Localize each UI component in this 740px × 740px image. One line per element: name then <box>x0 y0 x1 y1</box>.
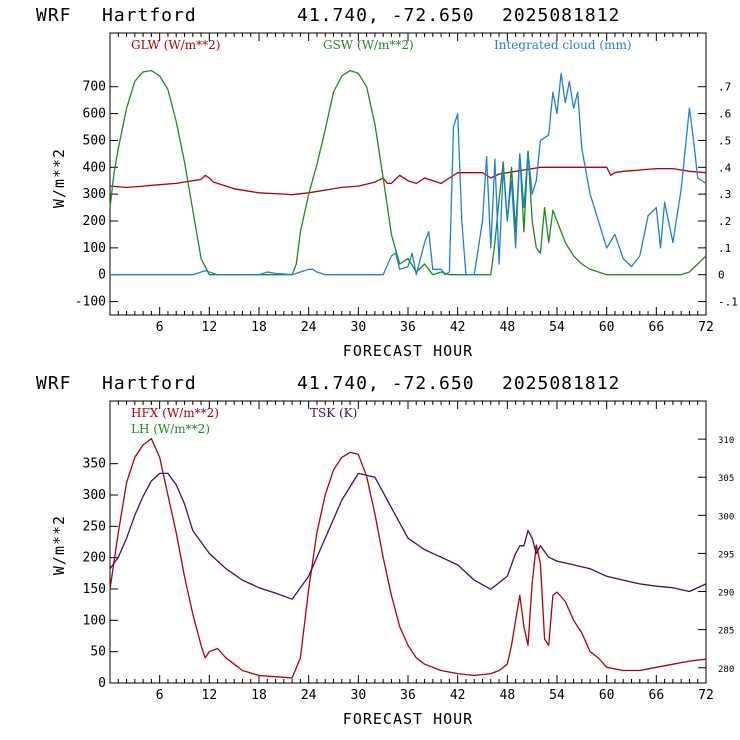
x-tick-label: 42 <box>450 320 466 335</box>
x-tick-label: 54 <box>549 688 565 703</box>
series-line-glw <box>109 166 707 196</box>
y-tick-label: 400 <box>83 160 106 175</box>
panel1-ylabel: W/m**2 <box>50 148 68 208</box>
panel2-model-label: WRF <box>36 373 72 394</box>
panel-radiation: WRF Hartford 41.740, -72.650 2025081812 … <box>36 5 738 360</box>
panel-fluxes: WRF Hartford 41.740, -72.650 2025081812 … <box>36 373 734 728</box>
x-tick-label: 12 <box>202 688 218 703</box>
y-tick-label: 300 <box>83 187 106 202</box>
panel2-ylabel: W/m**2 <box>50 515 68 575</box>
y-tick-label: 150 <box>83 582 106 597</box>
y2-tick-label: 280 <box>718 665 734 675</box>
y2-tick-label: -.1 <box>718 296 738 309</box>
y2-tick-label: .2 <box>718 215 731 228</box>
y2-tick-label: .6 <box>718 108 731 121</box>
x-tick-label: 24 <box>301 320 317 335</box>
panel1-run-label: 2025081812 <box>502 5 620 26</box>
y2-tick-label: 300 <box>718 512 734 522</box>
y2-tick-label: .1 <box>718 242 731 255</box>
y-tick-label: 100 <box>83 613 106 628</box>
series-line-gsw <box>109 69 707 276</box>
panel2-xlabel: FORECAST HOUR <box>343 710 473 728</box>
y-tick-label: 600 <box>83 107 106 122</box>
x-tick-label: 72 <box>698 688 714 703</box>
x-tick-label: 36 <box>400 688 416 703</box>
y-tick-label: 250 <box>83 519 106 534</box>
legend-tsk: TSK (K) <box>310 406 357 420</box>
x-tick-label: 30 <box>351 320 367 335</box>
x-tick-label: 6 <box>156 688 164 703</box>
y-tick-label: 700 <box>83 80 106 95</box>
legend-integrated-cloud: Integrated cloud (mm) <box>494 38 632 52</box>
y-tick-label: 350 <box>83 457 106 472</box>
y2-tick-label: .3 <box>718 188 731 201</box>
y-tick-label: 0 <box>98 268 106 283</box>
series-line-tsk <box>109 472 707 600</box>
x-tick-label: 18 <box>251 688 267 703</box>
x-tick-label: 6 <box>156 320 164 335</box>
x-tick-label: 36 <box>400 320 416 335</box>
legend-lh: LH (W/m**2) <box>131 422 210 436</box>
legend-glw: GLW (W/m**2) <box>131 38 220 52</box>
panel1-model-label: WRF <box>36 5 72 26</box>
panel1-axes: 6 12 18 24 30 36 42 48 54 60 66 72 -100 0 100 200 300 400… <box>75 33 738 335</box>
y-tick-label: 200 <box>83 214 106 229</box>
y2-tick-label: .7 <box>718 81 731 94</box>
x-tick-label: 72 <box>698 320 714 335</box>
y2-tick-label: .4 <box>718 161 732 174</box>
y-tick-label: 50 <box>90 645 106 660</box>
y-tick-label: 0 <box>98 676 106 691</box>
y2-tick-label: 0 <box>718 269 725 282</box>
panel2-series <box>109 437 707 679</box>
x-tick-label: 42 <box>450 688 466 703</box>
panel1-series <box>109 69 707 276</box>
y-tick-label: 200 <box>83 551 106 566</box>
panel2-axes: 6 12 18 24 30 36 42 48 54 60 66 72 0 50 100 150 200 250 30… <box>83 401 734 703</box>
x-tick-label: 18 <box>251 320 267 335</box>
series-line-integrated <box>110 72 707 276</box>
x-tick-label: 54 <box>549 320 565 335</box>
legend-gsw: GSW (W/m**2) <box>323 38 414 52</box>
x-tick-label: 60 <box>599 688 615 703</box>
y2-tick-label: 310 <box>718 436 734 446</box>
panel1-station-label: Hartford <box>102 5 197 26</box>
y-tick-label: 500 <box>83 133 106 148</box>
y2-tick-label: 290 <box>718 589 734 599</box>
panel2-run-label: 2025081812 <box>502 373 620 394</box>
x-tick-label: 24 <box>301 688 317 703</box>
x-tick-label: 12 <box>202 320 218 335</box>
x-tick-label: 60 <box>599 320 615 335</box>
panel1-xlabel: FORECAST HOUR <box>343 342 473 360</box>
y-tick-label: 300 <box>83 488 106 503</box>
x-tick-label: 30 <box>351 688 367 703</box>
x-tick-label: 48 <box>500 320 516 335</box>
series-line-hfx <box>109 437 707 679</box>
y2-tick-label: .5 <box>718 134 731 147</box>
panel2-station-label: Hartford <box>102 373 197 394</box>
y-tick-label: 100 <box>83 241 106 256</box>
x-tick-label: 66 <box>649 688 665 703</box>
y2-tick-label: 295 <box>718 550 734 560</box>
panel1-coords-label: 41.740, -72.650 <box>297 5 475 26</box>
y2-tick-label: 305 <box>718 474 734 484</box>
x-tick-label: 66 <box>649 320 665 335</box>
y2-tick-label: 285 <box>718 627 734 637</box>
x-tick-label: 48 <box>500 688 516 703</box>
legend-hfx: HFX (W/m**2) <box>131 406 219 420</box>
panel2-coords-label: 41.740, -72.650 <box>297 373 475 394</box>
y-tick-label: -100 <box>75 295 106 310</box>
